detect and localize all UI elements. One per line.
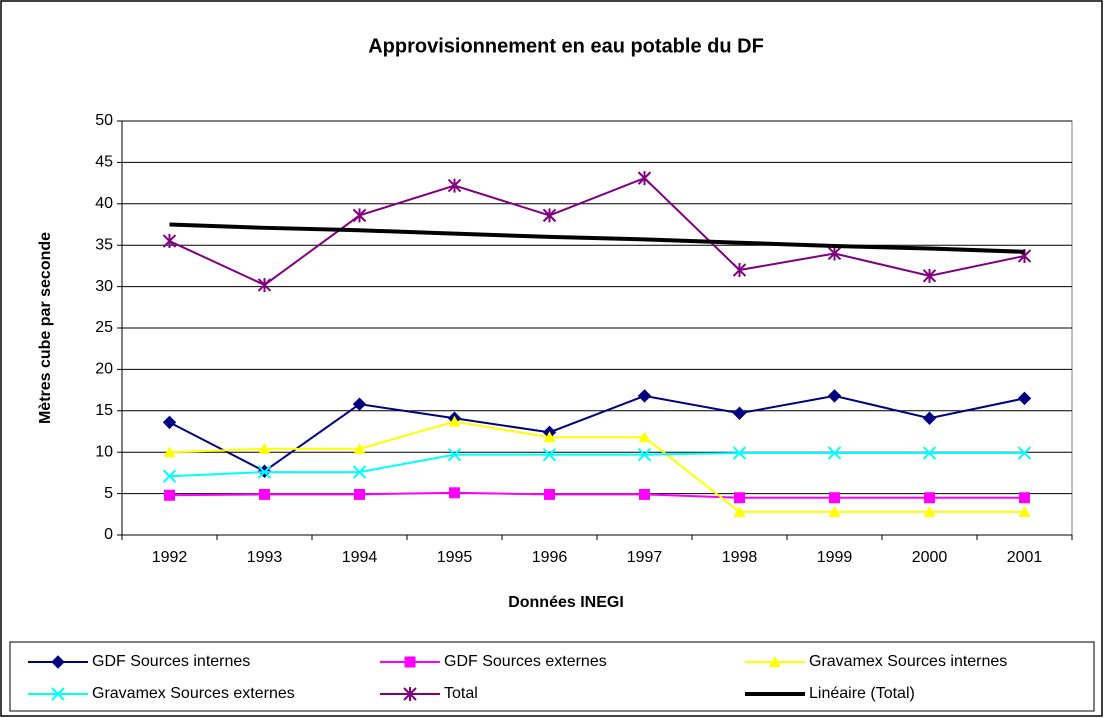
x-tick-label: 2001 xyxy=(1007,549,1043,566)
series-line xyxy=(169,491,1025,499)
series-line xyxy=(169,452,1025,478)
x-tick-label: 1997 xyxy=(627,549,663,566)
x-tick-label: 1992 xyxy=(152,549,188,566)
marker xyxy=(403,687,417,701)
marker xyxy=(257,465,272,479)
marker xyxy=(448,415,461,427)
x-tick-label: 1994 xyxy=(342,549,378,566)
marker xyxy=(827,446,842,460)
marker xyxy=(922,446,937,460)
marker xyxy=(449,487,460,499)
legend-label: GDF Sources externes xyxy=(444,653,607,670)
series-line xyxy=(169,176,1025,287)
marker xyxy=(447,178,462,193)
y-tick-label: 10 xyxy=(95,443,113,460)
x-tick-label: 1996 xyxy=(532,549,568,566)
marker xyxy=(732,406,747,420)
y-tick-label: 15 xyxy=(95,402,113,419)
marker xyxy=(257,277,272,292)
marker xyxy=(162,469,177,483)
marker xyxy=(354,488,365,500)
marker xyxy=(447,447,462,462)
legend-label: Linéaire (Total) xyxy=(809,685,915,702)
marker xyxy=(51,687,65,701)
x-tick-label: 1993 xyxy=(247,549,283,566)
marker xyxy=(637,447,652,462)
x-tick-label: 1998 xyxy=(722,549,758,566)
marker xyxy=(353,442,366,454)
marker xyxy=(259,488,270,500)
y-tick-label: 25 xyxy=(95,319,113,336)
x-tick-label: 1999 xyxy=(817,549,853,566)
marker xyxy=(352,208,367,223)
marker xyxy=(924,492,935,504)
marker xyxy=(829,492,840,504)
x-tick-label: 2000 xyxy=(912,549,948,566)
marker xyxy=(733,505,746,517)
marker xyxy=(1018,505,1031,517)
marker xyxy=(352,397,367,411)
y-tick-label: 5 xyxy=(104,485,113,502)
marker xyxy=(637,389,652,403)
marker xyxy=(734,492,745,504)
y-tick-label: 20 xyxy=(95,361,113,378)
marker xyxy=(258,442,271,454)
marker xyxy=(544,488,555,500)
x-axis-label: Données INEGI xyxy=(508,594,624,611)
marker xyxy=(164,489,175,501)
y-tick-label: 45 xyxy=(95,154,113,171)
marker xyxy=(543,431,556,443)
y-tick-label: 40 xyxy=(95,195,113,212)
y-tick-label: 35 xyxy=(95,236,113,253)
marker xyxy=(638,431,651,443)
marker xyxy=(542,447,557,462)
series-line xyxy=(169,394,1025,473)
marker xyxy=(637,171,652,186)
x-tick-label: 1995 xyxy=(437,549,473,566)
marker xyxy=(163,446,176,458)
y-axis-label: Mètres cube par seconde xyxy=(37,232,54,424)
marker xyxy=(404,656,416,668)
marker xyxy=(922,411,937,425)
legend-box xyxy=(9,641,1095,712)
legend-label: Gravamex Sources externes xyxy=(92,685,295,702)
marker xyxy=(922,268,937,283)
legend-label: Total xyxy=(444,685,478,702)
y-tick-label: 0 xyxy=(104,526,113,543)
marker xyxy=(923,505,936,517)
marker xyxy=(1017,446,1032,460)
marker xyxy=(1017,391,1032,406)
marker xyxy=(352,465,367,479)
marker xyxy=(51,655,65,669)
marker xyxy=(828,505,841,517)
marker xyxy=(162,415,177,430)
series-line xyxy=(169,222,1025,254)
marker xyxy=(542,208,557,223)
chart-title: Approvisionnement en eau potable du DF xyxy=(368,35,764,57)
legend-label: GDF Sources internes xyxy=(92,653,250,670)
y-tick-label: 30 xyxy=(95,278,113,295)
marker xyxy=(769,656,781,667)
y-tick-label: 50 xyxy=(95,112,113,129)
marker xyxy=(827,246,842,261)
marker xyxy=(639,488,650,500)
marker xyxy=(1019,492,1030,504)
marker xyxy=(732,263,747,278)
series-line xyxy=(169,420,1025,513)
marker xyxy=(732,446,747,460)
legend-label: Gravamex Sources internes xyxy=(809,653,1007,670)
marker xyxy=(162,234,177,249)
marker xyxy=(827,389,842,403)
